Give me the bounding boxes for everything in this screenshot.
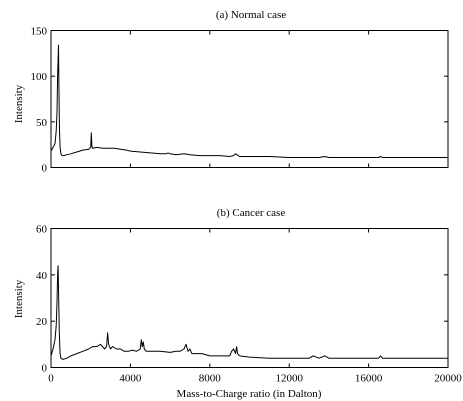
panel-b-y-tick-label: 0 — [42, 363, 48, 375]
panel-a-plot-frame — [50, 30, 449, 168]
panel-a-ticks: 0 50 100 150 — [31, 26, 449, 175]
panel-b-ticks: 0 20 40 60 0 4000 8000 12000 16000 20000 — [36, 224, 462, 385]
panel-b-title: (b) Cancer case — [217, 207, 286, 219]
x-tick-label: 8000 — [199, 373, 222, 385]
x-tick-label: 4000 — [119, 373, 142, 385]
panel-a-y-tick-label: 50 — [36, 117, 48, 129]
panel-b-y-tick-label: 40 — [36, 270, 48, 282]
panel-normal-case: (a) Normal case Intensity 0 50 100 150 — [13, 9, 449, 175]
x-tick-label: 16000 — [355, 373, 383, 385]
panel-b-y-tick-label: 60 — [36, 224, 48, 236]
x-tick-label: 0 — [48, 373, 54, 385]
x-tick-label: 12000 — [275, 373, 303, 385]
panel-a-y-tick-label: 0 — [42, 163, 48, 175]
panel-a-y-tick-label: 150 — [31, 26, 48, 38]
x-axis-label: Mass-to-Charge ratio (in Dalton) — [177, 388, 322, 400]
x-tick-label: 20000 — [434, 373, 462, 385]
panel-b-plot-frame — [50, 228, 449, 368]
panel-a-series-line — [50, 44, 448, 158]
panel-cancer-case: (b) Cancer case Intensity 0 20 40 60 0 4000 80… — [13, 207, 462, 400]
panel-a-y-tick-label: 100 — [31, 71, 48, 83]
panel-a-title: (a) Normal case — [216, 9, 286, 21]
panel-b-series-line — [50, 265, 448, 360]
panel-b-y-axis-label: Intensity — [13, 279, 25, 318]
panel-b-y-tick-label: 20 — [36, 316, 48, 328]
panel-a-y-axis-label: Intensity — [13, 84, 25, 123]
